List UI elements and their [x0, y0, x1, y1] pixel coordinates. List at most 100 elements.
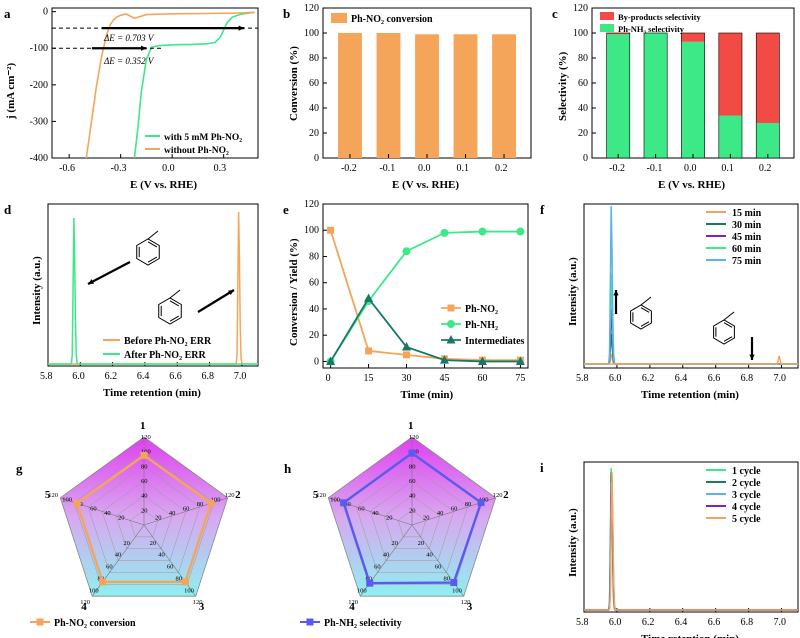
trace-60-min — [584, 273, 798, 365]
double-bond — [723, 336, 733, 342]
radar-data-point — [477, 499, 485, 507]
radar-grid-ring — [397, 510, 427, 538]
data-point — [365, 347, 373, 355]
legend-label: 5 cycle — [732, 514, 761, 525]
bar-by-products-selectivity — [718, 33, 743, 116]
radar-series-line — [75, 453, 213, 584]
legend-marker — [447, 320, 455, 328]
trace-75-min — [584, 205, 798, 365]
legend-label: Ph-NH₂ selectivity — [324, 618, 402, 629]
radar-ring-label: 40 — [409, 493, 416, 500]
y-tick-label: 100 — [573, 28, 588, 39]
data-point — [515, 356, 525, 365]
trace-30-min — [584, 333, 798, 365]
trace-cycle-2 — [584, 472, 798, 611]
x-tick-label: 5.8 — [576, 373, 589, 384]
aniline-structure — [630, 296, 652, 330]
trace-cycle-4 — [584, 476, 798, 611]
legend-marker — [446, 335, 456, 344]
x-axis-title: E (V vs. RHE) — [392, 179, 459, 191]
x-axis-title: E (V vs. RHE) — [658, 179, 725, 191]
legend-label: By-products selectivity — [618, 12, 701, 22]
radar-axis-label: 2 — [503, 489, 509, 501]
legend-label: Ph-NO₂ — [465, 304, 498, 315]
x-tick-label: 6.4 — [675, 373, 688, 384]
radar-data-point — [366, 579, 374, 587]
x-tick-label: 45 — [439, 373, 449, 384]
radar-ring-label: 60 — [167, 564, 174, 571]
legend-marker — [36, 618, 44, 626]
radar-ring-label: 40 — [115, 552, 122, 559]
delta-e-label-1: ΔE = 0.703 V — [103, 33, 155, 43]
radar-ring-label: 20 — [423, 514, 430, 521]
y-axis-title: Conversion (%) — [288, 46, 300, 121]
x-tick-label: 5.8 — [576, 617, 589, 628]
radar-grid-ring — [369, 480, 455, 561]
y-axis-title: Conversion / Yield (%) — [288, 238, 300, 346]
double-bond — [640, 321, 650, 327]
x-tick-label: 0.2 — [495, 163, 508, 174]
radar-ring-label: 60 — [374, 564, 381, 571]
radar-ring-label: 120 — [316, 492, 326, 499]
legend-label: After Ph-NO₂ ERR — [124, 350, 206, 361]
plot-frame-e — [322, 203, 529, 369]
bar-by-products-selectivity — [606, 33, 630, 35]
legend-label: 60 min — [732, 244, 762, 255]
legend-label: Ph-NO₂ conversion — [54, 618, 136, 629]
arrow-to-nitrobenzene-peak-head — [228, 290, 234, 296]
bar-by-products-selectivity — [681, 33, 705, 42]
radar-axis-label: 3 — [467, 601, 473, 613]
radar-ring-label: 40 — [104, 510, 111, 517]
radar-ring-label: 80 — [465, 501, 472, 508]
legend-label: 15 min — [732, 208, 762, 219]
radar-ring-label: 40 — [158, 552, 165, 559]
y-axis-title: Intensity (a.u.) — [567, 257, 579, 326]
radar-ring-label: 120 — [348, 599, 358, 606]
radar-axis-label: 4 — [349, 601, 355, 613]
radar-ring-label: 60 — [409, 478, 416, 485]
legend-label: Ph-NO₂ conversion — [351, 14, 433, 25]
radar-data-point — [450, 579, 458, 587]
legend-swatch — [600, 24, 614, 32]
double-bond — [169, 300, 180, 307]
radar-axis-label: 5 — [45, 489, 51, 501]
data-point — [440, 228, 449, 237]
bar-conversion — [376, 33, 401, 158]
benzene-ring — [136, 238, 160, 266]
substituent-bond — [640, 296, 652, 306]
x-tick-label: 6.2 — [105, 371, 118, 382]
double-bond — [147, 241, 158, 248]
radar-ring-label: 20 — [155, 514, 162, 521]
radar-ring-label: 20 — [418, 540, 425, 547]
x-tick-label: -0.2 — [609, 163, 625, 174]
y-axis-title: Intensity (a.u.) — [31, 256, 43, 325]
benzene-ring — [713, 319, 735, 345]
legend-label: with 5 mM Ph-NO₂ — [164, 133, 242, 143]
data-point — [403, 351, 411, 359]
radar-data-point — [408, 449, 416, 457]
radar-ring-label: 20 — [391, 540, 398, 547]
arrow-nitrobenzene-decrease-head — [749, 354, 755, 360]
x-axis-title: Time (min) — [401, 389, 454, 401]
nitrobenzene-structure — [158, 289, 182, 325]
x-tick-label: 6.8 — [741, 617, 754, 628]
radar-ring-label: 120 — [225, 492, 235, 499]
x-tick-label: 6.8 — [202, 371, 215, 382]
delta-e-label-2: ΔE = 0.352 V — [103, 56, 155, 66]
radar-ring-label: 40 — [426, 552, 433, 559]
x-tick-label: 30 — [402, 373, 412, 384]
plot-frame-a — [51, 7, 259, 159]
x-tick-label: 6.2 — [642, 373, 655, 384]
y-tick-label: 40 — [309, 103, 319, 114]
radar-ring-label: 80 — [141, 463, 148, 470]
x-axis-title: E (V vs. RHE) — [130, 179, 197, 191]
radar-ring-label: 60 — [435, 564, 442, 571]
series-line — [329, 230, 521, 362]
legend-marker — [447, 304, 455, 312]
trace-15-min — [584, 353, 798, 365]
x-tick-label: 6.6 — [169, 371, 182, 382]
radar-data-point — [73, 499, 81, 507]
y-tick-label: -400 — [30, 153, 48, 164]
radar-grid-ring — [87, 466, 201, 573]
